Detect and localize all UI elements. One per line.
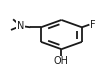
Text: OH: OH	[54, 56, 69, 66]
Text: N: N	[17, 21, 24, 31]
Text: F: F	[90, 20, 95, 30]
